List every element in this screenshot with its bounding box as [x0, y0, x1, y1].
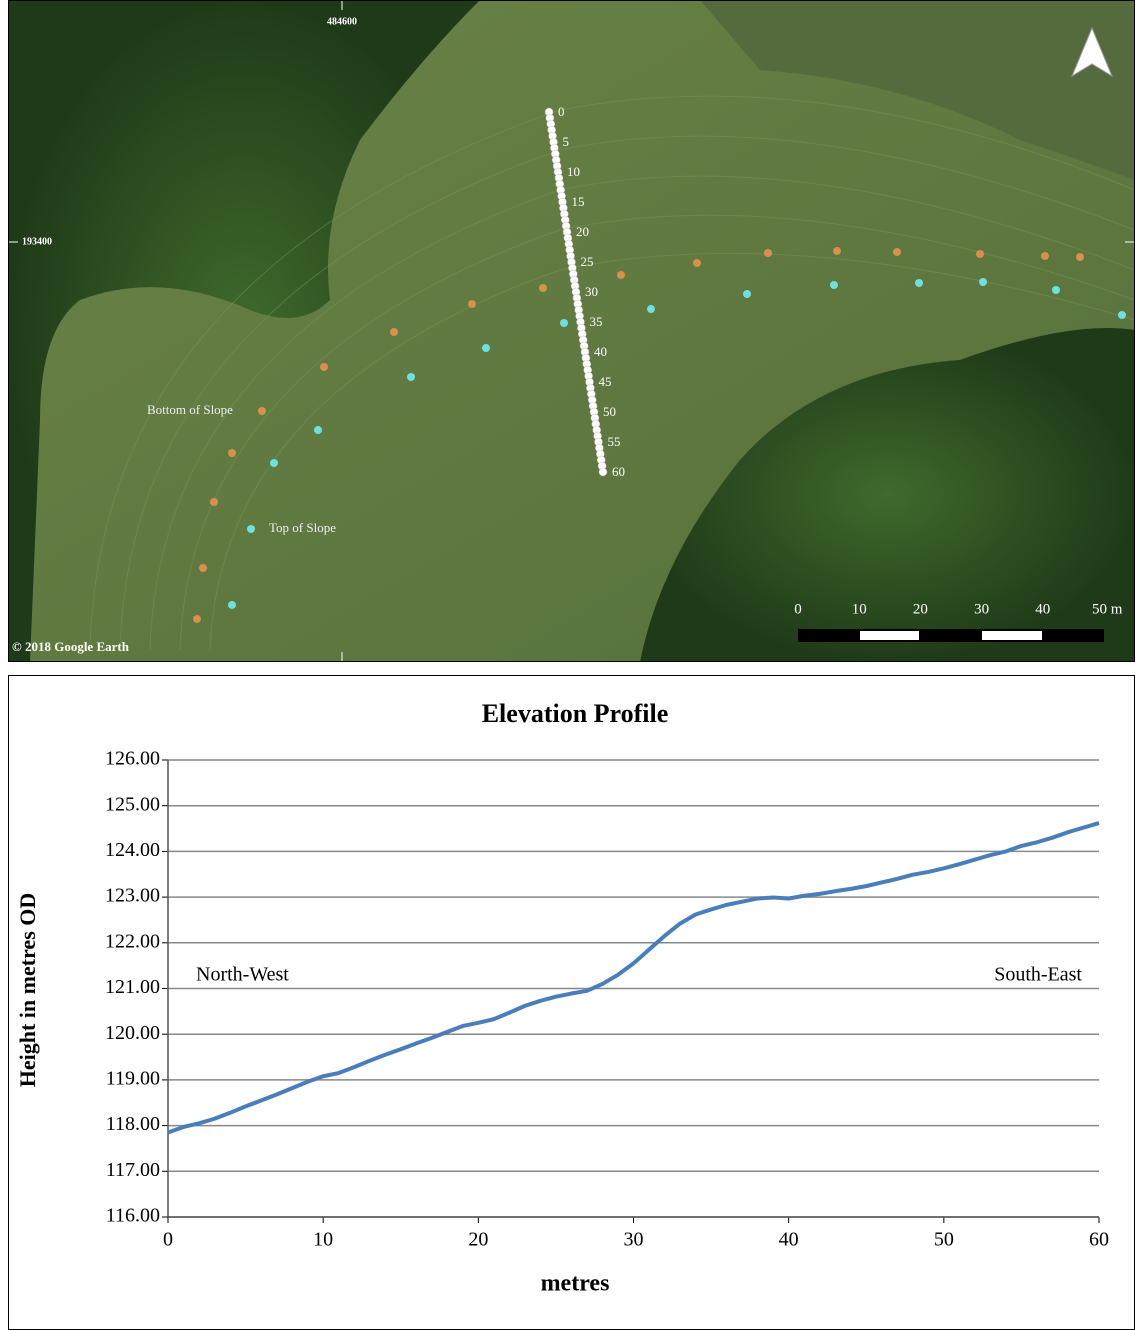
transect-label: 25: [581, 254, 594, 269]
transect-label: 50: [603, 404, 616, 419]
bottom-marker: [468, 300, 476, 308]
scale-label: 40: [1035, 601, 1050, 617]
transect-label: 10: [567, 164, 580, 179]
y-tick-label: 125.00: [105, 793, 160, 815]
transect-label: 15: [572, 194, 585, 209]
x-tick-label: 50: [934, 1229, 954, 1251]
top-marker: [1052, 286, 1060, 294]
map: 0 5 10 15 20 25 30 35 40 45 50 55 60 484600 193400 B…: [8, 0, 1135, 662]
transect-point: [599, 468, 607, 476]
y-tick-label: 123.00: [105, 885, 160, 907]
chart-title: Elevation Profile: [482, 699, 669, 728]
top-marker: [247, 525, 255, 533]
bottom-marker: [199, 564, 207, 572]
bottom-marker: [228, 449, 236, 457]
transect-label: 60: [612, 464, 625, 479]
y-tick-label: 124.00: [105, 839, 160, 861]
bottom-marker: [320, 363, 328, 371]
scale-label: 0: [794, 601, 802, 617]
figure: 0 5 10 15 20 25 30 35 40 45 50 55 60 484600 193400 B…: [0, 0, 1135, 1330]
bottom-marker: [764, 249, 772, 257]
bottom-marker: [193, 615, 201, 623]
x-tick-label: 60: [1089, 1229, 1109, 1251]
bottom-marker: [258, 407, 266, 415]
scale-label: 20: [913, 601, 928, 617]
y-tick-label: 119.00: [106, 1067, 160, 1089]
bottom-marker: [693, 259, 701, 267]
top-marker: [647, 305, 655, 313]
top-marker: [270, 459, 278, 467]
y-tick-label: 126.00: [105, 748, 160, 770]
transect-label: 30: [585, 284, 598, 299]
bottom-marker: [833, 247, 841, 255]
y-tick-label: 122.00: [105, 930, 160, 952]
top-marker: [743, 290, 751, 298]
bottom-label: Bottom of Slope: [147, 402, 233, 417]
bottom-marker: [210, 498, 218, 506]
transect-label: 35: [590, 314, 603, 329]
transect-label: 40: [594, 344, 607, 359]
top-marker: [482, 344, 490, 352]
scale-label: 10: [852, 601, 867, 617]
scale-label: 50 m: [1092, 601, 1123, 617]
bottom-marker: [976, 250, 984, 258]
northing: 193400: [22, 236, 52, 247]
x-axis-label: metres: [541, 1271, 610, 1297]
scale-label: 30: [974, 601, 989, 617]
top-marker: [407, 373, 415, 381]
top-marker: [1118, 311, 1126, 319]
y-tick-label: 118.00: [106, 1113, 160, 1135]
transect-label: 0: [558, 104, 565, 119]
x-tick-label: 0: [163, 1229, 173, 1251]
transect-label: 55: [608, 434, 621, 449]
bottom-marker: [1076, 253, 1084, 261]
y-axis-label: Height in metres OD: [15, 893, 40, 1088]
top-marker: [228, 601, 236, 609]
chart-frame: [9, 676, 1135, 1330]
y-tick-label: 120.00: [105, 1022, 160, 1044]
y-tick-label: 116.00: [106, 1205, 160, 1227]
bottom-marker: [893, 248, 901, 256]
bottom-marker: [539, 284, 547, 292]
top-label: Top of Slope: [269, 520, 336, 535]
top-marker: [830, 281, 838, 289]
transect-label: 5: [563, 134, 570, 149]
x-tick-label: 30: [624, 1229, 644, 1251]
line: [168, 823, 1099, 1132]
annotation: South-East: [994, 964, 1082, 986]
y-tick-label: 121.00: [105, 976, 160, 998]
top-marker: [314, 426, 322, 434]
x-tick-label: 40: [779, 1229, 799, 1251]
top-marker: [915, 279, 923, 287]
x-tick-label: 20: [468, 1229, 488, 1251]
annotation: North-West: [196, 964, 289, 986]
copyright: © 2018 Google Earth: [12, 639, 130, 654]
bottom-marker: [1041, 252, 1049, 260]
transect-label: 45: [599, 374, 612, 389]
top-marker: [979, 278, 987, 286]
y-tick-label: 117.00: [106, 1159, 160, 1181]
bottom-marker: [617, 271, 625, 279]
top-marker: [560, 319, 568, 327]
easting: 484600: [327, 16, 357, 27]
bottom-marker: [390, 328, 398, 336]
transect-label: 20: [576, 224, 589, 239]
x-tick-label: 10: [313, 1229, 333, 1251]
